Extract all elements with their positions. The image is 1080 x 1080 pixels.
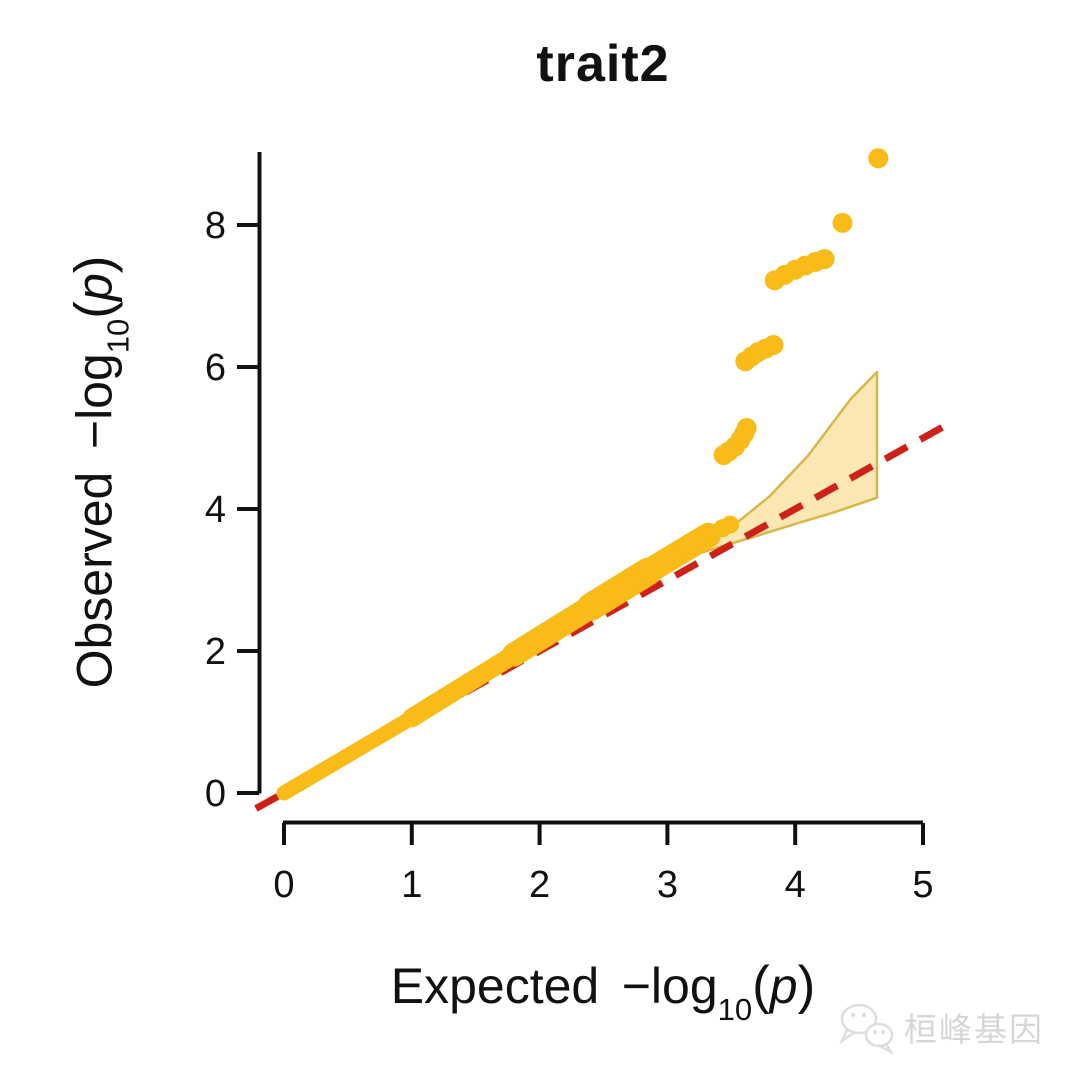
x-label-paren-close: ) [797, 956, 816, 1015]
data-point [622, 571, 641, 589]
x-label-prefix: Expected [390, 958, 600, 1014]
x-axis-tick-label: 3 [657, 864, 678, 906]
y-axis-tick-label: 8 [205, 205, 226, 247]
x-label-log: −log [621, 958, 718, 1014]
y-label-paren-open: ( [64, 301, 124, 319]
y-axis-label: Observed −log10(p) [64, 255, 136, 689]
data-point [736, 418, 757, 439]
x-axis-tick-label: 1 [401, 864, 422, 906]
y-axis-tick-label: 0 [205, 773, 226, 815]
y-label-prefix: Observed [66, 471, 123, 689]
point-stripe-segment [402, 645, 524, 728]
point-stripe-segment [276, 710, 420, 801]
data-point [637, 561, 656, 580]
y-axis-tick-label: 4 [205, 489, 226, 531]
y-label-log-base: 10 [100, 318, 136, 354]
y-label-log: −log [66, 353, 123, 450]
chart-title: trait2 [536, 35, 670, 93]
data-point [868, 148, 889, 169]
data-point [814, 249, 835, 270]
y-label-paren-close: ) [64, 255, 124, 274]
x-axis-tick-label: 4 [785, 864, 806, 906]
x-axis-label: Expected −log10(p) [283, 955, 923, 1027]
x-axis-tick-label: 2 [529, 864, 550, 906]
data-point [607, 580, 626, 599]
watermark: 桓峰基因 [834, 1000, 1044, 1054]
watermark-text: 桓峰基因 [904, 1011, 1044, 1048]
x-label-paren-open: ( [752, 956, 770, 1015]
point-stripe-segment [502, 594, 603, 667]
x-axis-tick-label: 0 [273, 864, 294, 906]
data-point [653, 552, 672, 571]
data-point [832, 212, 853, 233]
y-axis-tick-label: 6 [205, 347, 226, 389]
wechat-icon [838, 1003, 894, 1054]
y-label-variable: p [66, 273, 123, 302]
x-axis-tick-label: 5 [912, 864, 933, 906]
data-point [763, 334, 784, 355]
x-label-log-base: 10 [717, 991, 753, 1027]
data-point [721, 515, 740, 534]
y-axis-tick-label: 2 [205, 631, 226, 673]
x-label-variable: p [769, 958, 798, 1014]
